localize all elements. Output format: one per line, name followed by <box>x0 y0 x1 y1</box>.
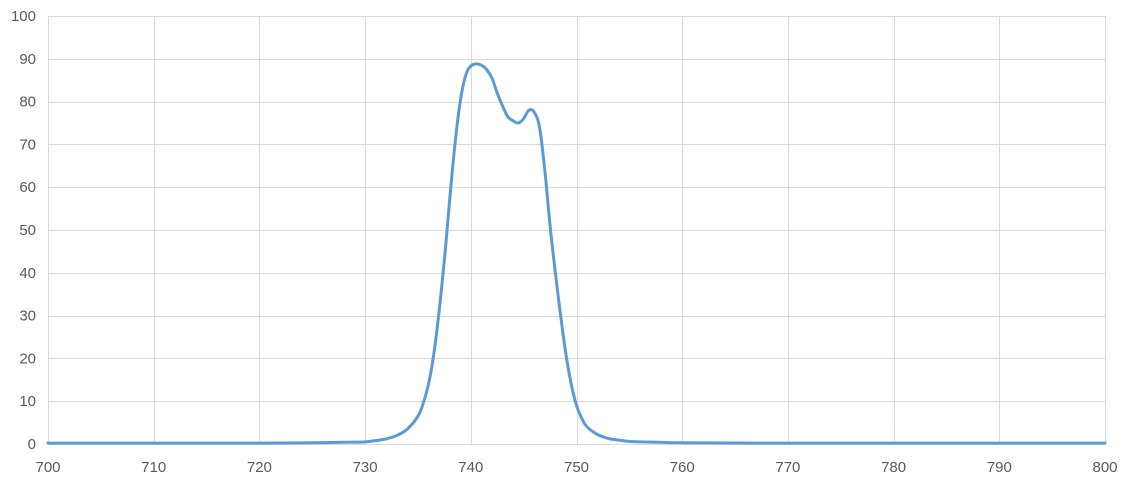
y-tick-label: 100 <box>11 8 36 25</box>
y-tick-label: 10 <box>19 393 36 410</box>
x-tick-label: 700 <box>35 459 60 476</box>
y-tick-label: 40 <box>19 265 36 282</box>
x-tick-label: 780 <box>881 459 906 476</box>
x-tick-label: 710 <box>141 459 166 476</box>
x-tick-label: 740 <box>458 459 483 476</box>
x-tick-label: 790 <box>987 459 1012 476</box>
series-group <box>46 62 1107 445</box>
x-tick-label: 770 <box>775 459 800 476</box>
x-axis-tick-labels: 700 710 720 730 740 750 760 770 780 790 800 <box>35 459 1117 476</box>
y-tick-label: 60 <box>19 179 36 196</box>
y-tick-label: 80 <box>19 94 36 111</box>
x-tick-label: 720 <box>247 459 272 476</box>
y-tick-label: 90 <box>19 51 36 68</box>
y-tick-label: 0 <box>28 436 36 453</box>
x-tick-label: 750 <box>564 459 589 476</box>
x-tick-label: 730 <box>353 459 378 476</box>
y-tick-label: 20 <box>19 350 36 367</box>
x-tick-label: 760 <box>670 459 695 476</box>
x-tick-label: 800 <box>1092 459 1117 476</box>
series-line <box>46 62 1107 445</box>
y-tick-label: 30 <box>19 308 36 325</box>
horizontal-gridlines <box>48 16 1105 445</box>
y-tick-label: 50 <box>19 222 36 239</box>
vertical-gridlines <box>48 16 1106 444</box>
y-tick-label: 70 <box>19 136 36 153</box>
y-axis-tick-labels: 0 10 20 30 40 50 60 70 80 90 100 <box>11 8 36 453</box>
